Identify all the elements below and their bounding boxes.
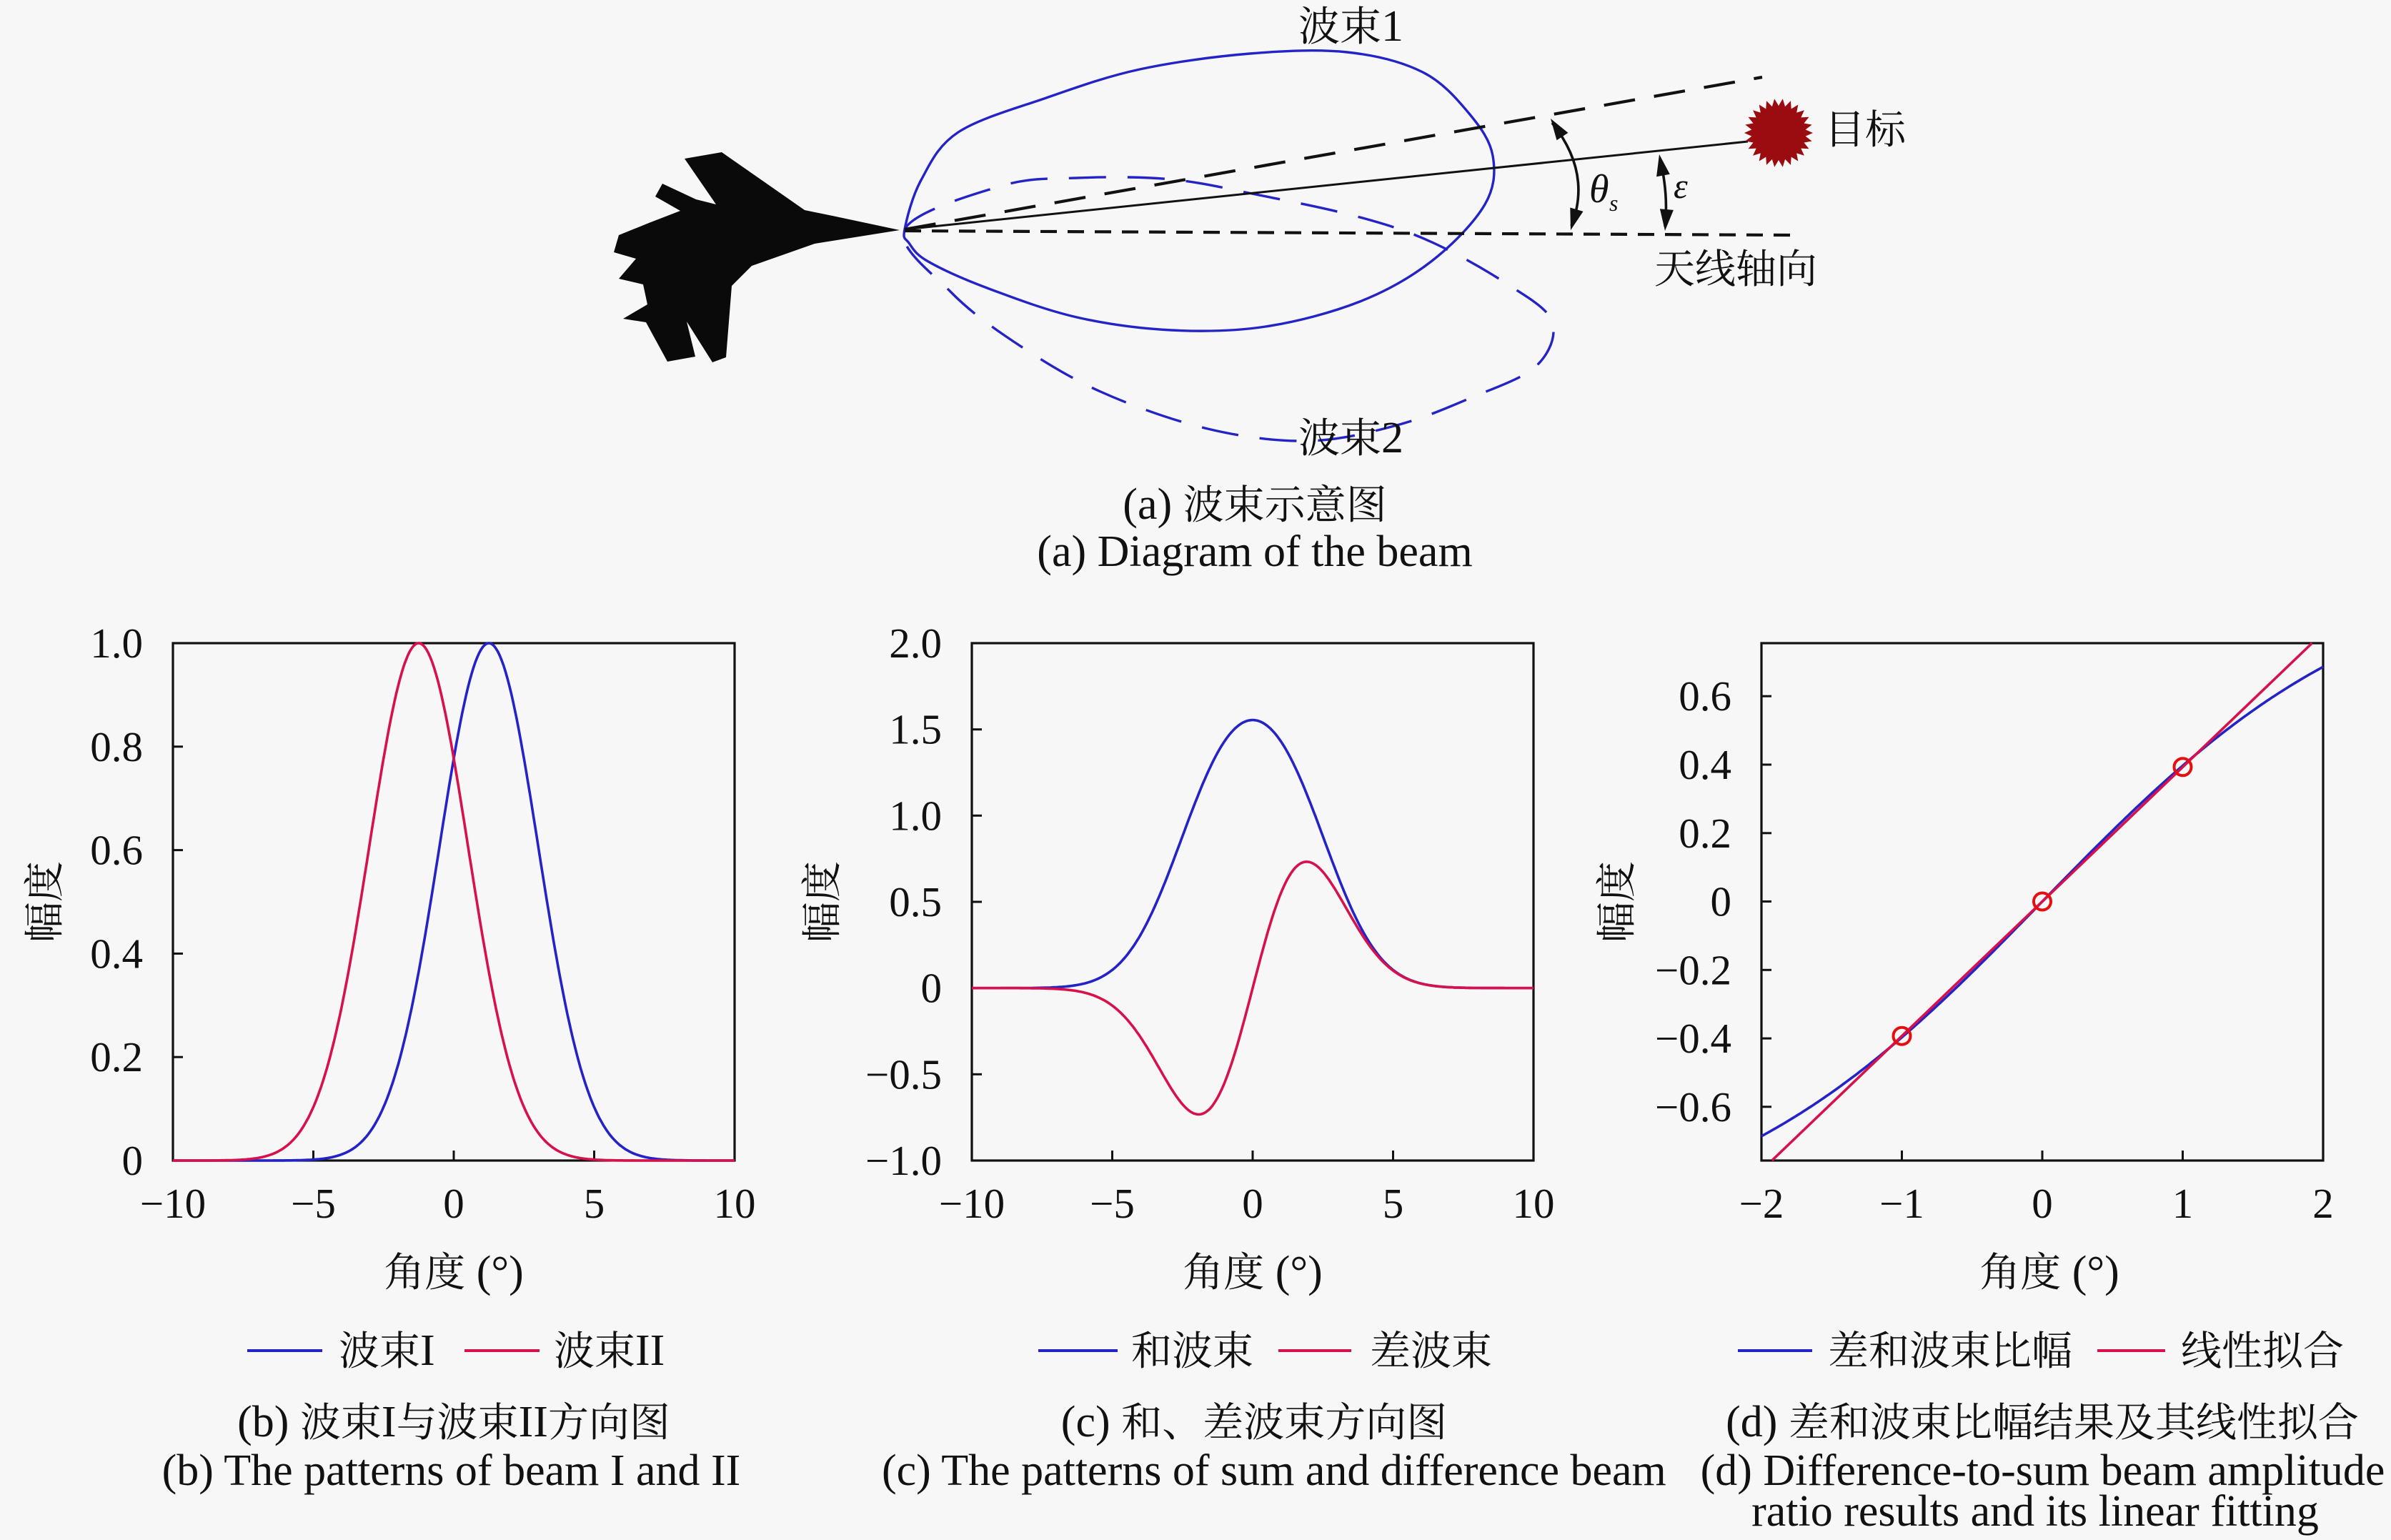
svg-text:1: 1 xyxy=(2172,1180,2194,1227)
svg-text:0.4: 0.4 xyxy=(1679,741,1731,788)
svg-text:−1.0: −1.0 xyxy=(865,1137,942,1184)
svg-text:−10: −10 xyxy=(140,1180,206,1227)
svg-text:2: 2 xyxy=(2312,1180,2334,1227)
svg-text:1.0: 1.0 xyxy=(90,620,143,667)
svg-text:I: I xyxy=(382,1398,397,1446)
svg-text:0.8: 0.8 xyxy=(90,723,143,770)
svg-text:5: 5 xyxy=(1383,1180,1404,1227)
svg-text:−1: −1 xyxy=(1879,1180,1924,1227)
svg-text:θ: θ xyxy=(1589,167,1609,212)
svg-text:1.0: 1.0 xyxy=(889,792,942,839)
svg-text:−5: −5 xyxy=(291,1180,336,1227)
svg-text:s: s xyxy=(1609,190,1618,216)
svg-text:II: II xyxy=(635,1326,665,1375)
svg-text:5: 5 xyxy=(584,1180,605,1227)
svg-text:0: 0 xyxy=(443,1180,464,1227)
svg-text:0: 0 xyxy=(1711,878,1732,925)
svg-text:(b) The patterns of beam I and: (b) The patterns of beam I and II xyxy=(162,1446,741,1495)
svg-text:2.0: 2.0 xyxy=(889,620,942,667)
svg-text:(°): (°) xyxy=(1276,1248,1323,1296)
svg-text:0.5: 0.5 xyxy=(889,878,942,925)
svg-text:1.5: 1.5 xyxy=(889,706,942,753)
svg-text:1: 1 xyxy=(1381,2,1403,51)
svg-text:(a) Diagram of the beam: (a) Diagram of the beam xyxy=(1037,527,1472,576)
svg-text:10: 10 xyxy=(1513,1180,1555,1227)
svg-text:ratio results and its linear f: ratio results and its linear fitting xyxy=(1751,1487,2319,1536)
svg-text:10: 10 xyxy=(714,1180,756,1227)
svg-text:2: 2 xyxy=(1381,414,1403,462)
svg-text:(c): (c) xyxy=(1061,1398,1110,1446)
svg-text:ε: ε xyxy=(1674,166,1688,206)
svg-text:0: 0 xyxy=(1242,1180,1263,1227)
svg-text:(°): (°) xyxy=(2072,1248,2119,1296)
svg-text:(a): (a) xyxy=(1123,480,1172,529)
svg-text:0: 0 xyxy=(122,1137,144,1184)
svg-text:II: II xyxy=(519,1398,548,1446)
svg-text:I: I xyxy=(420,1326,435,1375)
svg-text:−0.4: −0.4 xyxy=(1655,1015,1731,1062)
svg-text:(b): (b) xyxy=(237,1398,289,1446)
svg-text:0.2: 0.2 xyxy=(90,1033,143,1081)
svg-text:−0.2: −0.2 xyxy=(1655,946,1731,993)
svg-text:0.6: 0.6 xyxy=(90,827,143,874)
svg-text:(°): (°) xyxy=(477,1248,524,1296)
svg-text:(d) Difference-to-sum beam amp: (d) Difference-to-sum beam amplitude xyxy=(1701,1446,2385,1495)
svg-text:0: 0 xyxy=(2032,1180,2053,1227)
svg-text:0.6: 0.6 xyxy=(1679,672,1731,720)
svg-text:−5: −5 xyxy=(1090,1180,1135,1227)
svg-text:0.2: 0.2 xyxy=(1679,810,1731,857)
svg-text:−0.6: −0.6 xyxy=(1655,1083,1731,1131)
svg-text:−2: −2 xyxy=(1739,1180,1784,1227)
svg-text:0.4: 0.4 xyxy=(90,930,143,977)
svg-text:−10: −10 xyxy=(939,1180,1005,1227)
svg-text:(d): (d) xyxy=(1726,1398,1777,1446)
svg-text:0: 0 xyxy=(921,965,943,1012)
svg-text:(c) The patterns of sum and di: (c) The patterns of sum and difference b… xyxy=(882,1446,1666,1495)
svg-text:−0.5: −0.5 xyxy=(865,1050,942,1098)
